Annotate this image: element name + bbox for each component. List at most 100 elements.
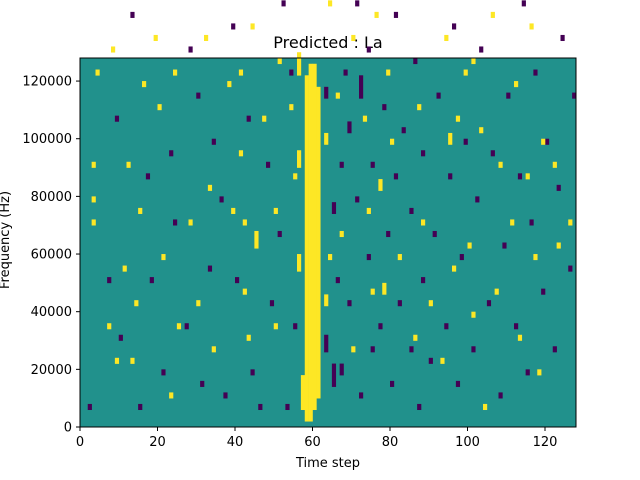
heatmap-cell-low: [366, 254, 371, 261]
heatmap-cell-high: [161, 254, 166, 261]
heatmap-cell-low: [514, 323, 519, 330]
heatmap-cell-low: [324, 86, 329, 99]
heatmap-cell-high: [328, 0, 333, 7]
heatmap-cell-high: [207, 184, 213, 191]
heatmap-cell-low: [506, 92, 511, 99]
heatmap-cell-high: [277, 58, 282, 65]
heatmap-cell-high: [196, 300, 201, 307]
heatmap-cell-low: [161, 369, 166, 376]
heatmap-cell-high: [273, 207, 278, 214]
x-tick-label: 100: [455, 435, 480, 450]
heatmap-cell-high: [366, 207, 371, 214]
heatmap-cell-low: [277, 230, 282, 238]
heatmap-cell-low: [498, 392, 503, 399]
heatmap-cell-high: [95, 69, 100, 76]
heatmap-cell-high: [246, 334, 251, 341]
heatmap-cell-high: [324, 294, 329, 307]
x-tick-label: 80: [382, 435, 399, 450]
heatmap-cell-low: [138, 403, 143, 411]
heatmap-cell-high: [498, 161, 503, 168]
heatmap-cell-low: [382, 104, 387, 111]
heatmap-cell-high: [390, 138, 395, 145]
heatmap-cell-low: [552, 346, 557, 353]
heatmap-cell-high: [289, 104, 294, 111]
heatmap-cell-low: [455, 380, 461, 387]
heatmap-cell-low: [390, 380, 395, 387]
heatmap-cell-low: [428, 357, 433, 364]
heatmap-cell-high: [514, 81, 519, 88]
heatmap-cell-high: [510, 219, 515, 226]
heatmap-cell-low: [479, 46, 484, 53]
heatmap-cell-low: [145, 173, 151, 180]
y-tick-label: 60000: [31, 248, 72, 263]
heatmap-cell-low: [572, 92, 577, 99]
heatmap-cell-low: [452, 23, 457, 30]
heatmap-cell-high: [556, 242, 561, 249]
heatmap-cell-high: [304, 75, 309, 422]
heatmap-cell-low: [188, 46, 193, 53]
y-tick-label: 120000: [22, 75, 72, 90]
heatmap-cell-low: [235, 277, 240, 284]
heatmap-cell-high: [552, 161, 557, 168]
heatmap-cell-low: [87, 403, 92, 411]
heatmap-cell-high: [417, 104, 422, 111]
heatmap-cell-low: [114, 115, 120, 122]
heatmap-cell-high: [483, 403, 488, 411]
heatmap-cell-low: [568, 265, 573, 272]
heatmap-cell-high: [339, 230, 344, 238]
heatmap-cell-high: [227, 81, 232, 88]
heatmap-cell-low: [490, 150, 495, 157]
heatmap-cell-low: [541, 288, 546, 295]
heatmap-cell-low: [324, 334, 329, 353]
heatmap-cell-low: [378, 323, 383, 330]
heatmap-cell-low: [107, 277, 112, 284]
heatmap-cell-high: [374, 11, 379, 18]
heatmap-cell-low: [293, 323, 298, 330]
heatmap-cell-low: [200, 380, 205, 387]
heatmap-cell-low: [459, 254, 464, 261]
heatmap-cell-low: [393, 11, 399, 18]
heatmap-cell-low: [347, 121, 352, 134]
heatmap-cell-low: [339, 363, 344, 376]
heatmap-cell-high: [138, 207, 143, 214]
heatmap-cell-high: [413, 334, 418, 341]
heatmap-cell-low: [409, 207, 414, 214]
heatmap-cell-high: [204, 34, 209, 42]
heatmap-cell-low: [250, 369, 255, 376]
heatmap-cell-high: [335, 92, 340, 99]
x-axis-label: Time step: [295, 456, 360, 471]
heatmap-cell-high: [533, 254, 538, 261]
y-axis-label: Frequency (Hz): [0, 191, 13, 289]
heatmap-cell-low: [223, 392, 228, 399]
heatmap-cells: [87, 0, 577, 422]
y-axis: 0 20000 40000 60000 80000 100000 120000: [22, 75, 80, 436]
heatmap-cell-high: [297, 52, 302, 76]
x-axis: 0 20 40 60 80 100 120: [76, 427, 557, 450]
heatmap-cell-high: [568, 219, 573, 226]
heatmap-cell-low: [486, 300, 492, 307]
heatmap-cell-high: [351, 346, 356, 353]
heatmap-cell-high: [490, 11, 495, 18]
heatmap-cell-high: [122, 265, 127, 272]
heatmap-cell-high: [169, 392, 174, 399]
heatmap-cell-high: [479, 127, 484, 134]
heatmap-cell-low: [417, 403, 422, 411]
heatmap-cell-low: [219, 196, 224, 203]
heatmap-cell-high: [211, 346, 216, 353]
heatmap-cell-high: [254, 230, 259, 249]
heatmap-cell-high: [188, 219, 193, 226]
heatmap-cell-low: [130, 11, 135, 18]
heatmap-cell-high: [242, 288, 247, 295]
heatmap-cell-high: [238, 150, 244, 157]
heatmap-cell-high: [316, 86, 321, 399]
heatmap-cell-low: [413, 58, 418, 65]
x-tick-label: 20: [149, 435, 166, 450]
heatmap-cell-low: [339, 161, 344, 168]
heatmap-cell-high: [362, 115, 368, 122]
heatmap-cell-high: [452, 265, 457, 272]
heatmap-cell-low: [281, 0, 286, 7]
heatmap-cell-low: [421, 277, 426, 284]
heatmap-cell-high: [428, 300, 433, 307]
heatmap-cell-high: [297, 150, 302, 168]
